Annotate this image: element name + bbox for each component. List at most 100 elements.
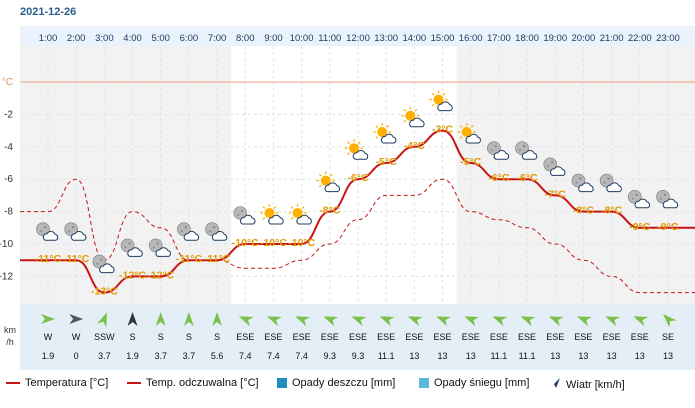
moon-cloud-icon [656, 190, 679, 209]
wind-unit-km: km [4, 325, 16, 335]
moon-cloud-icon [543, 157, 566, 176]
wind-arrow-icon [576, 316, 592, 327]
sun-cloud-icon [373, 123, 397, 144]
legend-feels-like[interactable]: Temp. odczuwalna [°C] [127, 377, 259, 389]
wind-direction: SSW [94, 332, 115, 342]
temperature-label: -8°C [319, 205, 341, 217]
sun-cloud-icon [344, 139, 369, 160]
feels-like-line [20, 178, 695, 294]
hour-label: 10:00 [290, 33, 314, 44]
legend-rain-swatch [277, 378, 287, 388]
hour-label: 20:00 [572, 33, 596, 44]
wind-arrow-icon [351, 316, 367, 327]
moon-cloud-icon [148, 238, 171, 257]
wind-arrow-icon [323, 316, 339, 327]
temperature-label: -5°C [376, 156, 398, 168]
wind-speed: 3.7 [183, 351, 196, 361]
wind-direction: ESE [462, 332, 480, 342]
temperature-label: -5°C [460, 156, 482, 168]
hour-label: 1:00 [39, 33, 58, 44]
legend-snow-label: Opady śniegu [mm] [434, 377, 530, 389]
sun-cloud-icon [429, 90, 453, 112]
wind-arrow-icon [549, 377, 561, 392]
wind-arrow-icon [633, 316, 649, 327]
wind-speed: 3.7 [154, 351, 167, 361]
wind-speed: 7.4 [239, 351, 252, 361]
legend-rain[interactable]: Opady deszczu [mm] [277, 377, 395, 389]
sun-cloud-icon [260, 204, 284, 225]
legend-wind[interactable]: Wiatr [km/h] [549, 377, 625, 392]
wind-speed: 5.6 [211, 351, 224, 361]
wind-speed: 13 [607, 351, 617, 361]
wind-direction: S [214, 332, 220, 342]
wind-arrow-icon [492, 316, 508, 327]
moon-cloud-icon [627, 190, 650, 209]
legend-temperature[interactable]: Temperatura [°C] [6, 377, 108, 389]
legend-temperature-swatch [6, 382, 20, 384]
wind-speed: 11.1 [490, 351, 507, 361]
hour-label: 11:00 [318, 33, 341, 44]
wind-speed: 13 [550, 351, 560, 361]
temperature-label: -4°C [404, 140, 426, 152]
hour-label: 9:00 [264, 33, 283, 44]
wind-speed: 13 [409, 351, 419, 361]
wind-direction: ESE [518, 332, 536, 342]
y-unit-label: °C [2, 77, 13, 88]
moon-cloud-icon [64, 222, 87, 241]
wind-speed: 9.3 [324, 351, 337, 361]
wind-speed: 7.4 [267, 351, 280, 361]
temperature-label: -8°C [601, 205, 623, 217]
temperature-label: -9°C [629, 221, 651, 233]
temperature-label: -6°C [488, 172, 510, 184]
temperature-label: -12°C [147, 269, 174, 281]
wind-arrow-icon [69, 314, 84, 324]
wind-direction: S [186, 332, 192, 342]
hour-label: 22:00 [628, 33, 652, 44]
wind-arrow-icon [520, 316, 536, 327]
wind-speed: 13 [466, 351, 476, 361]
wind-direction: ESE [321, 332, 339, 342]
moon-cloud-icon [599, 173, 622, 193]
moon-cloud-icon [487, 141, 510, 160]
wind-speed: 11.1 [378, 351, 395, 361]
legend: Temperatura [°C] Temp. odczuwalna [°C] O… [0, 372, 695, 396]
y-tick-label: -2 [4, 109, 13, 120]
wind-arrow-icon [155, 312, 166, 326]
moon-cloud-icon [515, 141, 538, 160]
temperature-label: -10°C [232, 237, 259, 249]
moon-cloud-icon [92, 254, 115, 274]
temperature-label: -6°C [347, 172, 369, 184]
y-tick-label: -10 [0, 239, 13, 250]
wind-speed: 9.3 [352, 351, 365, 361]
wind-speed: 13 [635, 351, 645, 361]
sun-cloud-icon [316, 171, 340, 193]
wind-direction: ESE [574, 332, 592, 342]
weather-chart: 1:00 2:00 3:00 4:00 5:00 6:00 7:00 8:00 9:00 10:0… [0, 26, 695, 370]
legend-snow[interactable]: Opady śniegu [mm] [419, 377, 529, 389]
temperature-label: -6°C [516, 172, 538, 184]
hour-label: 6:00 [180, 33, 199, 44]
moon-cloud-icon [177, 222, 200, 241]
wind-direction: ESE [603, 332, 621, 342]
temperature-label: -10°C [260, 237, 287, 249]
wind-direction: W [44, 332, 53, 342]
hour-label: 2:00 [67, 33, 86, 44]
y-tick-label: -4 [4, 142, 13, 153]
wind-direction: S [158, 332, 164, 342]
wind-speed: 13 [578, 351, 588, 361]
temperature-label: -11°C [204, 253, 231, 265]
y-tick-label: -6 [4, 174, 13, 185]
wind-speed: 11.1 [519, 351, 536, 361]
hour-label: 13:00 [374, 33, 398, 44]
temperature-label: -12°C [119, 269, 146, 281]
wind-arrow-icon [238, 316, 254, 327]
wind-arrow-icon [663, 314, 677, 328]
wind-direction: SE [662, 332, 674, 342]
wind-arrow-icon [295, 316, 311, 327]
hour-label: 12:00 [346, 33, 370, 44]
temperature-label: -9°C [657, 221, 679, 233]
wind-arrow-icon [464, 316, 480, 327]
hour-label: 8:00 [236, 33, 255, 44]
wind-speed: 13 [438, 351, 448, 361]
legend-temperature-label: Temperatura [°C] [25, 377, 109, 389]
